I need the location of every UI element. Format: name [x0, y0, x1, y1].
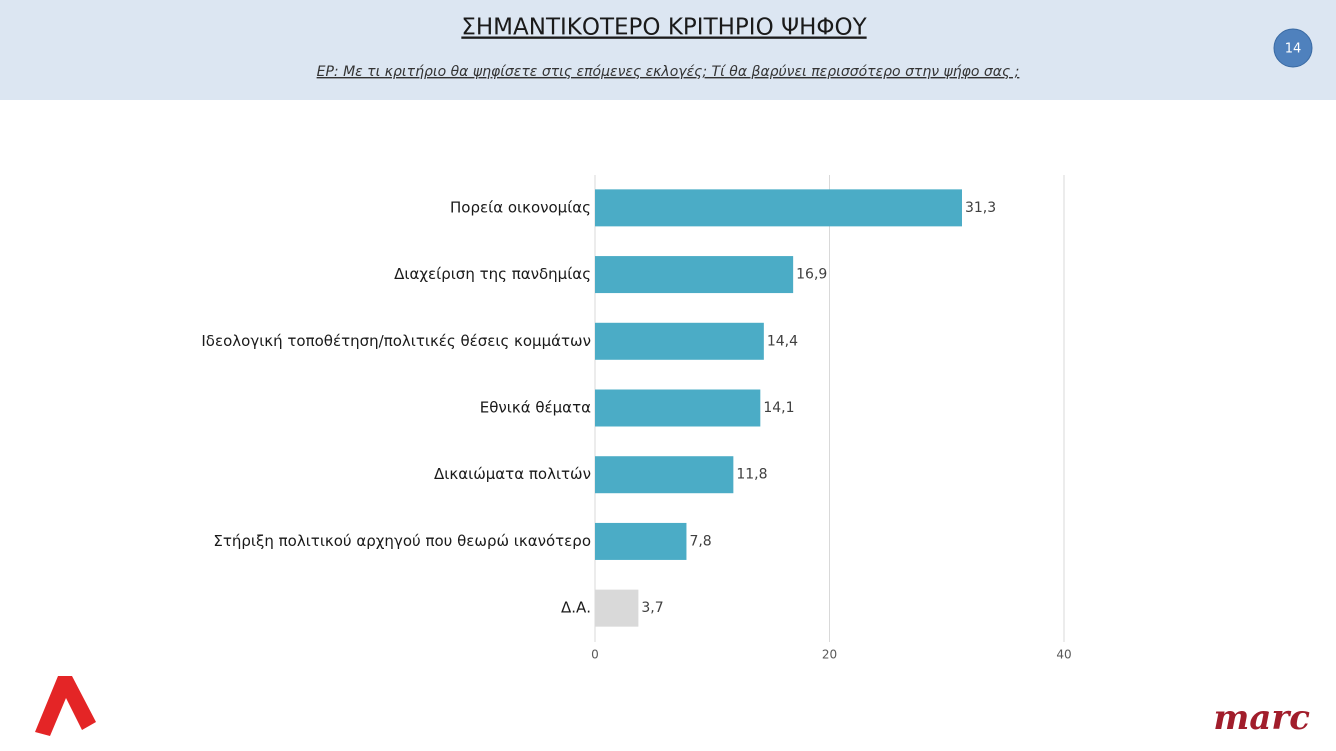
x-tick-label: 0: [591, 648, 599, 662]
page-badge: [1273, 28, 1313, 68]
x-tick-label: 40: [1056, 648, 1071, 662]
header-band: [0, 0, 1336, 100]
bar: [595, 322, 764, 360]
page-number: 14: [1285, 42, 1302, 57]
bar: [595, 522, 687, 560]
value-label: 3,7: [641, 600, 663, 616]
value-label: 31,3: [965, 200, 996, 216]
bar: [595, 456, 734, 494]
alpha-logo: [35, 676, 96, 736]
brand-logo: marc: [1213, 698, 1310, 738]
value-label: 16,9: [796, 267, 827, 283]
bar: [595, 589, 639, 627]
x-tick-label: 20: [822, 648, 837, 662]
category-label: Διαχείριση της πανδημίας: [394, 265, 591, 283]
bar: [595, 189, 962, 227]
category-label: Εθνικά θέματα: [480, 399, 591, 417]
value-label: 7,8: [689, 533, 711, 549]
category-label: Πορεία οικονομίας: [450, 198, 591, 216]
slide-subtitle: ΕΡ: Με τι κριτήριο θα ψηφίσετε στις επόμ…: [317, 64, 1020, 80]
slide-title: ΣΗΜΑΝΤΙΚΟΤΕΡΟ ΚΡΙΤΗΡΙΟ ΨΗΦΟΥ: [461, 15, 867, 41]
value-label: 14,4: [767, 333, 798, 349]
bar: [595, 389, 761, 427]
category-label: Στήριξη πολιτικού αρχηγού που θεωρώ ικαν…: [213, 532, 591, 550]
bar: [595, 256, 794, 294]
category-label: Δικαιώματα πολιτών: [434, 465, 591, 483]
category-label: Ιδεολογική τοποθέτηση/πολιτικές θέσεις κ…: [201, 332, 591, 350]
value-label: 11,8: [736, 467, 767, 483]
value-label: 14,1: [763, 400, 794, 416]
category-label: Δ.Α.: [561, 599, 591, 617]
